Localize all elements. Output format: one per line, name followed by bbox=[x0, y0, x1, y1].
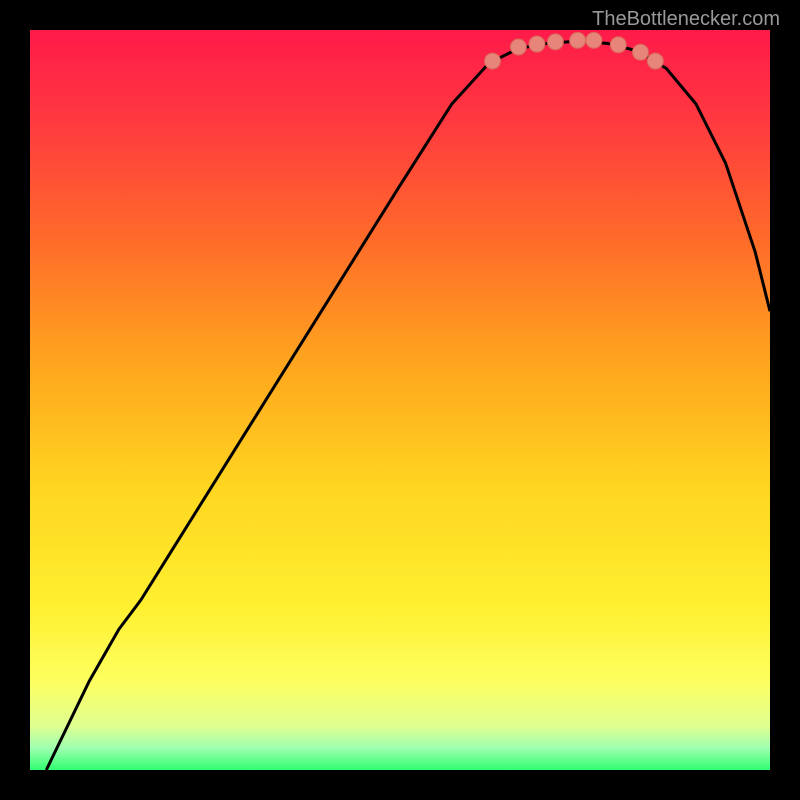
plot-area bbox=[30, 30, 770, 770]
marker-dot bbox=[610, 37, 626, 53]
marker-dot bbox=[510, 39, 526, 55]
marker-dot bbox=[647, 53, 663, 69]
marker-dot bbox=[633, 44, 649, 60]
bottleneck-curve bbox=[30, 30, 770, 770]
watermark-text: TheBottlenecker.com bbox=[592, 8, 780, 31]
marker-dot bbox=[586, 32, 602, 48]
marker-dot bbox=[570, 32, 586, 48]
marker-dot bbox=[485, 53, 501, 69]
chart-container: TheBottlenecker.com bbox=[0, 0, 800, 800]
marker-dot bbox=[547, 34, 563, 50]
marker-dot bbox=[529, 36, 545, 52]
